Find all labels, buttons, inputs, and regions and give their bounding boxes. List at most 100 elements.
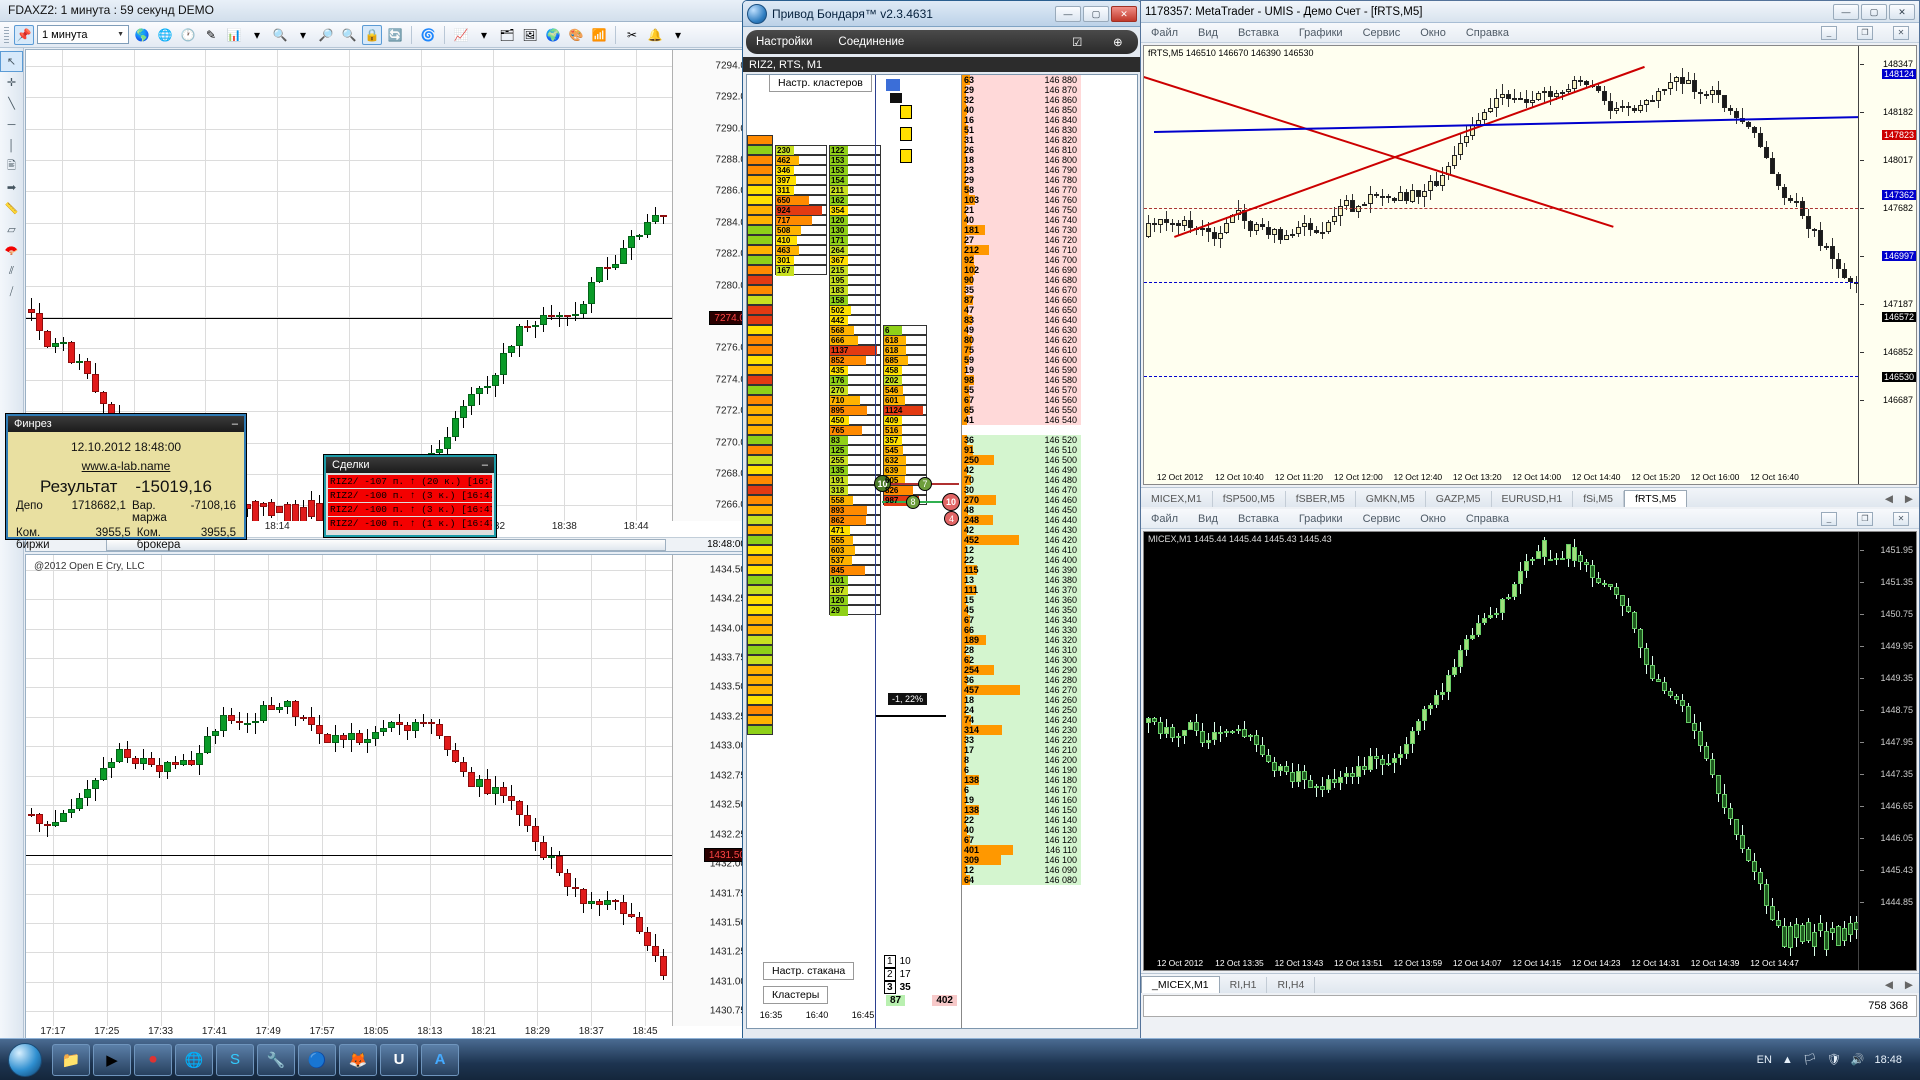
cluster-cell[interactable] [747, 345, 773, 355]
cluster-cell[interactable] [747, 405, 773, 415]
cluster-cell[interactable]: 546 [883, 385, 927, 396]
orderbook-row[interactable]: 31 146 820 [962, 135, 1081, 145]
cluster-cell[interactable] [747, 595, 773, 605]
orderbook-row[interactable]: 83 146 640 [962, 315, 1081, 325]
cluster-cell[interactable]: 195 [829, 275, 881, 286]
crosshair-icon[interactable]: ✛ [6, 77, 17, 89]
cluster-cell[interactable] [747, 305, 773, 315]
shield-icon[interactable]: 🛡 [1826, 1054, 1841, 1066]
cluster-cell[interactable] [747, 525, 773, 535]
orderbook-row[interactable]: 102 146 690 [962, 265, 1081, 275]
orderbook-row[interactable]: 75 146 610 [962, 345, 1081, 355]
deal-row[interactable]: RIZ2/ -100 п. ↑ (3 к.) [16:47:46 [328, 503, 492, 516]
orderbook-row[interactable]: 55 146 570 [962, 385, 1081, 395]
cluster-cell[interactable] [747, 635, 773, 645]
eraser-icon[interactable]: ✎ [205, 27, 217, 42]
orderbook-row[interactable]: 23 146 790 [962, 165, 1081, 175]
sub-menu-help[interactable]: Справка [1465, 512, 1509, 525]
tab-micex-sub[interactable]: _MICEX,M1 [1141, 976, 1220, 993]
mt-menubar[interactable]: Файл Вид Вставка Графики Сервис Окно Спр… [1141, 23, 1919, 43]
orderbook-row[interactable]: 12 146 410 [962, 545, 1081, 555]
reload-icon[interactable]: 🔄 [387, 27, 403, 42]
a-app-icon[interactable]: A [421, 1043, 459, 1076]
tab-ri-h1[interactable]: RI,H1 [1220, 977, 1268, 993]
cluster-cell[interactable]: 710 [829, 395, 881, 406]
cluster-cell[interactable]: 230 [775, 145, 827, 156]
orderbook-row[interactable]: 401 146 110 [962, 845, 1081, 855]
trade-marker-0[interactable]: 10 [874, 475, 891, 492]
trade-marker-3[interactable]: 10 [942, 493, 960, 511]
cluster-cell[interactable]: 318 [829, 485, 881, 496]
orderbook-row[interactable]: 248 146 440 [962, 515, 1081, 525]
horizontal-level[interactable] [1144, 208, 1858, 209]
cluster-cell[interactable] [747, 515, 773, 525]
cluster-cell[interactable]: 101 [829, 575, 881, 586]
cluster-cell[interactable] [747, 195, 773, 205]
frts-plot[interactable] [1144, 46, 1858, 470]
cluster-cell[interactable]: 211 [829, 185, 881, 196]
cluster-cell[interactable]: 187 [829, 585, 881, 596]
mt-sub-menubar[interactable]: Файл Вид Вставка Графики Сервис Окно Спр… [1141, 509, 1919, 529]
cluster-cell[interactable]: 122 [829, 145, 881, 156]
cluster-cell[interactable]: 183 [829, 285, 881, 296]
orderbook-row[interactable]: 138 146 150 [962, 805, 1081, 815]
orderbook-row[interactable]: 47 146 650 [962, 305, 1081, 315]
cluster-cell[interactable]: 171 [829, 235, 881, 246]
mdi-restore-button[interactable]: ❐ [1857, 25, 1873, 40]
fan-icon[interactable]: 🪭 [4, 245, 19, 257]
fdax-hscroll-thumb[interactable] [106, 538, 666, 551]
orderbook-row[interactable]: 33 146 220 [962, 735, 1081, 745]
orderbook-row[interactable]: 28 146 310 [962, 645, 1081, 655]
orderbook-row[interactable]: 80 146 620 [962, 335, 1081, 345]
arrow-icon[interactable]: ➡ [6, 182, 17, 194]
tabs-scroll-left-icon[interactable]: ◀ [1884, 493, 1893, 505]
orderbook-row[interactable]: 22 146 400 [962, 555, 1081, 565]
orderbook-row[interactable]: 49 146 630 [962, 325, 1081, 335]
orderbook-row[interactable]: 58 146 770 [962, 185, 1081, 195]
mdi-minimize-button[interactable]: _ [1821, 25, 1837, 40]
mt-close-button[interactable]: ✕ [1889, 3, 1915, 20]
orderbook-row[interactable]: 189 146 320 [962, 635, 1081, 645]
cluster-cell[interactable] [747, 145, 773, 155]
deal-row[interactable]: RIZ2/ -100 п. ↑ (3 к.) [16:47:46 [328, 489, 492, 502]
orderbook-row[interactable]: 27 146 720 [962, 235, 1081, 245]
cluster-cell[interactable] [747, 245, 773, 255]
orderbook-row[interactable]: 66 146 330 [962, 625, 1081, 635]
cluster-column-3[interactable]: 6 618 618 685 458 202 546 601 1124 409 516 357 545 63… [883, 325, 927, 1028]
media-icon[interactable]: ▶ [93, 1043, 131, 1076]
cluster-cell[interactable]: 516 [883, 425, 927, 436]
ruler-icon[interactable]: 📏 [4, 203, 19, 215]
orderbook-row[interactable]: 314 146 230 [962, 725, 1081, 735]
cluster-cell[interactable]: 1137 [829, 345, 881, 356]
vline-icon[interactable]: │ [8, 139, 15, 152]
cluster-cell[interactable] [747, 235, 773, 245]
mt-maximize-button[interactable]: ▢ [1861, 3, 1887, 20]
micex-plot[interactable] [1144, 532, 1858, 956]
orderbook-row[interactable]: 270 146 460 [962, 495, 1081, 505]
tray-clock[interactable]: 18:48 [1874, 1053, 1902, 1066]
orderbook-row[interactable]: 59 146 600 [962, 355, 1081, 365]
cluster-cell[interactable] [747, 555, 773, 565]
orderbook-row[interactable]: 64 146 080 [962, 875, 1081, 885]
tab-gmkn-m5[interactable]: GMKN,M5 [1356, 491, 1426, 507]
cluster-cell[interactable]: 650 [775, 195, 827, 206]
tab-fsber-m5[interactable]: fSBER,M5 [1286, 491, 1356, 507]
cluster-cell[interactable] [747, 445, 773, 455]
clusters-button[interactable]: Кластеры [763, 986, 829, 1004]
deals-titlebar[interactable]: Сделки – [326, 457, 494, 473]
orderbook-row[interactable]: 67 146 560 [962, 395, 1081, 405]
cluster-cell[interactable]: 545 [883, 445, 927, 456]
cluster-column-0[interactable] [747, 135, 773, 1028]
cluster-cell[interactable] [747, 505, 773, 515]
deals-panel[interactable]: Сделки – RIZ2/ -107 п. ↑ (20 к.) [16:47:… [324, 455, 496, 537]
cluster-cell[interactable] [747, 155, 773, 165]
orderbook-row[interactable]: 36 146 280 [962, 675, 1081, 685]
cluster-cell[interactable]: 555 [829, 535, 881, 546]
mt-window-buttons[interactable]: — ▢ ✕ [1833, 3, 1915, 20]
mt-menu-file[interactable]: Файл [1151, 26, 1179, 39]
volume-icon[interactable]: 🔊 [1850, 1054, 1865, 1066]
cluster-cell[interactable]: 765 [829, 425, 881, 436]
micex-chart[interactable]: MICEX,M1 1445.44 1445.44 1445.43 1445.43… [1143, 531, 1917, 971]
sub-minimize-button[interactable]: _ [1821, 511, 1837, 526]
cluster-cell[interactable]: 120 [829, 595, 881, 606]
